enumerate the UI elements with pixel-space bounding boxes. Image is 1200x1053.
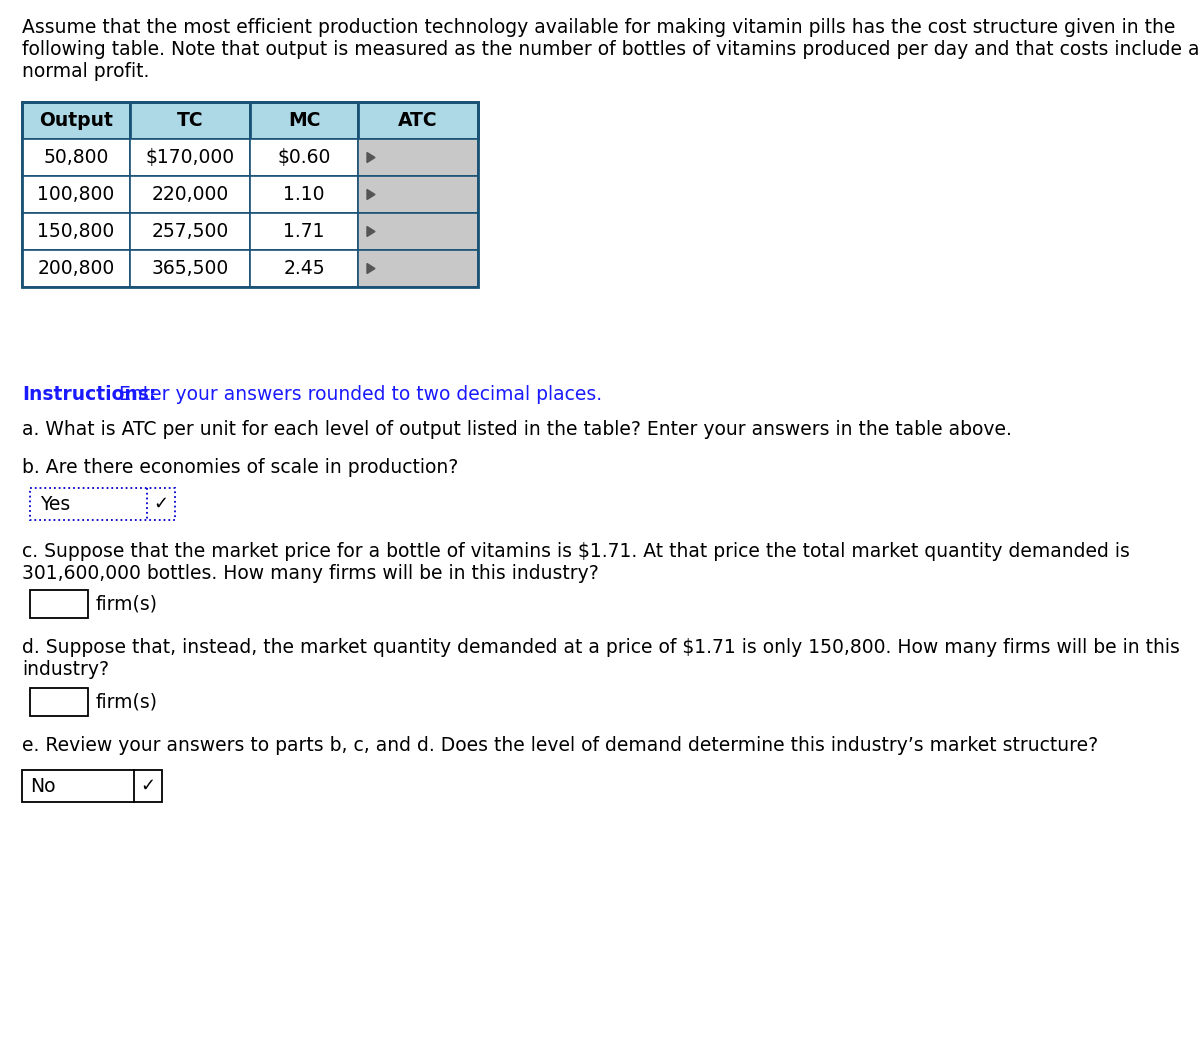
Text: 220,000: 220,000: [151, 185, 229, 204]
Text: Assume that the most efficient production technology available for making vitami: Assume that the most efficient productio…: [22, 18, 1175, 37]
Bar: [250, 250, 358, 287]
Text: $0.60: $0.60: [277, 148, 331, 167]
Text: e. Review your answers to parts b, c, and d. Does the level of demand determine : e. Review your answers to parts b, c, an…: [22, 736, 1098, 755]
Text: 100,800: 100,800: [37, 185, 115, 204]
Bar: [30, 590, 88, 618]
Polygon shape: [367, 153, 374, 162]
Text: c. Suppose that the market price for a bottle of vitamins is $1.71. At that pric: c. Suppose that the market price for a b…: [22, 542, 1130, 561]
Bar: [250, 139, 358, 176]
Bar: [250, 176, 358, 213]
Text: following table. Note that output is measured as the number of bottles of vitami: following table. Note that output is mea…: [22, 40, 1200, 59]
Text: 301,600,000 bottles. How many firms will be in this industry?: 301,600,000 bottles. How many firms will…: [22, 564, 599, 583]
Text: 150,800: 150,800: [37, 222, 115, 241]
Text: ✓: ✓: [140, 777, 155, 795]
Bar: [130, 176, 250, 213]
Text: 2.45: 2.45: [283, 259, 325, 278]
Text: 50,800: 50,800: [43, 148, 109, 167]
Polygon shape: [367, 190, 374, 199]
Text: industry?: industry?: [22, 660, 109, 679]
Polygon shape: [367, 263, 374, 274]
Text: b. Are there economies of scale in production?: b. Are there economies of scale in produ…: [22, 458, 458, 477]
Bar: [358, 102, 478, 139]
Text: Output: Output: [40, 111, 113, 130]
Text: MC: MC: [288, 111, 320, 130]
Bar: [130, 139, 250, 176]
Bar: [22, 213, 130, 250]
Bar: [358, 250, 478, 287]
Text: normal profit.: normal profit.: [22, 62, 149, 81]
Text: 365,500: 365,500: [151, 259, 229, 278]
Text: $170,000: $170,000: [145, 148, 234, 167]
Text: Enter your answers rounded to two decimal places.: Enter your answers rounded to two decima…: [113, 385, 602, 404]
Text: d. Suppose that, instead, the market quantity demanded at a price of $1.71 is on: d. Suppose that, instead, the market qua…: [22, 638, 1180, 657]
Text: ATC: ATC: [398, 111, 438, 130]
Text: firm(s): firm(s): [96, 595, 158, 614]
Text: 1.10: 1.10: [283, 185, 325, 204]
Bar: [22, 102, 130, 139]
Bar: [130, 250, 250, 287]
Text: ✓: ✓: [154, 495, 168, 513]
Text: 200,800: 200,800: [37, 259, 115, 278]
Bar: [22, 176, 130, 213]
Bar: [130, 213, 250, 250]
Bar: [130, 102, 250, 139]
Text: firm(s): firm(s): [96, 693, 158, 712]
Bar: [22, 102, 478, 287]
Bar: [22, 770, 162, 802]
Bar: [358, 213, 478, 250]
Bar: [250, 102, 358, 139]
Text: 257,500: 257,500: [151, 222, 229, 241]
Text: a. What is ATC per unit for each level of output listed in the table? Enter your: a. What is ATC per unit for each level o…: [22, 420, 1012, 439]
Text: TC: TC: [176, 111, 203, 130]
Polygon shape: [367, 226, 374, 237]
Bar: [30, 688, 88, 716]
Text: No: No: [30, 776, 55, 795]
Bar: [22, 250, 130, 287]
Bar: [22, 139, 130, 176]
Bar: [358, 139, 478, 176]
Text: Yes: Yes: [40, 495, 71, 514]
Bar: [358, 176, 478, 213]
Text: 1.71: 1.71: [283, 222, 325, 241]
Bar: [30, 488, 175, 520]
Text: Instructions:: Instructions:: [22, 385, 156, 404]
Bar: [250, 213, 358, 250]
